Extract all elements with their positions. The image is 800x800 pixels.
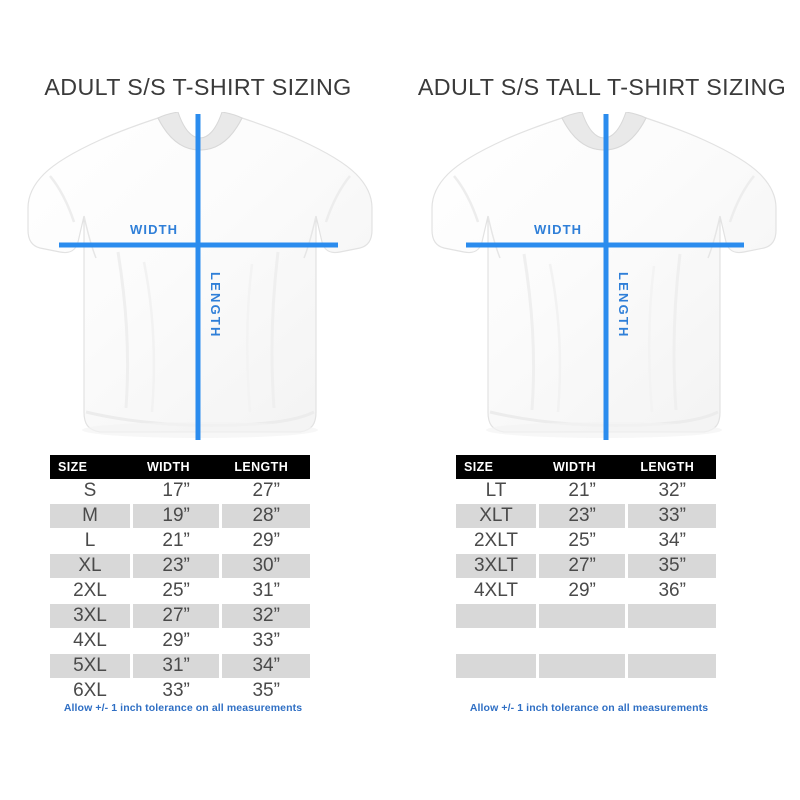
cell-length: 32”: [222, 604, 310, 629]
cell-length: 32”: [628, 479, 716, 504]
table-row-empty: [456, 629, 716, 654]
cell-size: S: [50, 479, 133, 504]
table-row: 3XL 27” 32”: [50, 604, 310, 629]
table-row: S 17” 27”: [50, 479, 310, 504]
tshirt-illustration-regular: WIDTH LENGTH: [26, 112, 374, 444]
cell-length: [628, 604, 716, 629]
cell-length: 29”: [222, 529, 310, 554]
length-label: LENGTH: [616, 272, 631, 339]
cell-size: LT: [456, 479, 539, 504]
cell-length: 28”: [222, 504, 310, 529]
cell-width: [538, 629, 629, 654]
cell-size: 4XLT: [456, 579, 539, 604]
table-row: 4XL 29” 33”: [50, 629, 310, 654]
cell-size: [456, 679, 539, 704]
cell-length: 34”: [628, 529, 716, 554]
column-header-length: LENGTH: [222, 455, 310, 479]
cell-size: 2XLT: [456, 529, 539, 554]
size-table-regular: SIZE WIDTH LENGTH S 17” 27” M 19” 28” L: [50, 455, 310, 704]
cell-size: 6XL: [50, 679, 133, 704]
cell-size: 2XL: [50, 579, 133, 604]
column-header-width: WIDTH: [538, 455, 629, 479]
cell-size: 3XLT: [456, 554, 539, 579]
cell-width: 25”: [538, 529, 629, 554]
cell-width: [538, 679, 629, 704]
cell-width: 27”: [132, 604, 223, 629]
cell-length: [628, 629, 716, 654]
column-header-width: WIDTH: [132, 455, 223, 479]
cell-width: 23”: [538, 504, 629, 529]
cell-length: 31”: [222, 579, 310, 604]
table-header-row: SIZE WIDTH LENGTH: [456, 455, 716, 479]
cell-length: 33”: [628, 504, 716, 529]
cell-width: [538, 604, 629, 629]
panel-adult-tall: ADULT S/S TALL T-SHIRT SIZING: [400, 0, 800, 800]
table-row-empty: [456, 654, 716, 679]
cell-size: [456, 604, 539, 629]
cell-width: 27”: [538, 554, 629, 579]
cell-width: 29”: [538, 579, 629, 604]
table-body-regular: S 17” 27” M 19” 28” L 21” 29” XL 23”: [50, 479, 310, 704]
length-label: LENGTH: [208, 272, 223, 339]
cell-width: 23”: [132, 554, 223, 579]
width-label: WIDTH: [130, 222, 179, 237]
column-header-length: LENGTH: [628, 455, 716, 479]
cell-length: 35”: [628, 554, 716, 579]
table-row: M 19” 28”: [50, 504, 310, 529]
tshirt-illustration-tall: WIDTH LENGTH: [430, 112, 778, 444]
cell-size: 4XL: [50, 629, 133, 654]
cell-size: XL: [50, 554, 133, 579]
table-row: 2XL 25” 31”: [50, 579, 310, 604]
table-row: XLT 23” 33”: [456, 504, 716, 529]
cell-width: 25”: [132, 579, 223, 604]
page-title-regular: ADULT S/S T-SHIRT SIZING: [44, 74, 352, 100]
cell-width: 17”: [132, 479, 223, 504]
table-row: LT 21” 32”: [456, 479, 716, 504]
cell-size: [456, 654, 539, 679]
table-row-empty: [456, 679, 716, 704]
tolerance-footnote-tall: Allow +/- 1 inch tolerance on all measur…: [469, 702, 709, 714]
cell-size: [456, 629, 539, 654]
table-row: 3XLT 27” 35”: [456, 554, 716, 579]
column-header-size: SIZE: [456, 455, 539, 479]
table-row: 6XL 33” 35”: [50, 679, 310, 704]
table-row: 2XLT 25” 34”: [456, 529, 716, 554]
size-table-tall: SIZE WIDTH LENGTH LT 21” 32” XLT 23” 33”…: [456, 455, 716, 704]
panel-adult-regular: ADULT S/S T-SHIRT SIZING: [26, 74, 374, 714]
table-body-tall: LT 21” 32” XLT 23” 33” 2XLT 25” 34” 3XLT…: [456, 479, 716, 704]
cell-length: 30”: [222, 554, 310, 579]
cell-width: 33”: [132, 679, 223, 704]
table-row: XL 23” 30”: [50, 554, 310, 579]
cell-length: 27”: [222, 479, 310, 504]
cell-width: 31”: [132, 654, 223, 679]
tshirt-diagram-icon: [27, 112, 373, 440]
cell-width: 19”: [132, 504, 223, 529]
cell-size: M: [50, 504, 133, 529]
table-header-row: SIZE WIDTH LENGTH: [50, 455, 310, 479]
cell-size: 3XL: [50, 604, 133, 629]
cell-size: 5XL: [50, 654, 133, 679]
cell-length: [628, 679, 716, 704]
column-header-size: SIZE: [50, 455, 133, 479]
tolerance-footnote-regular: Allow +/- 1 inch tolerance on all measur…: [63, 702, 303, 714]
cell-width: 21”: [538, 479, 629, 504]
cell-width: [538, 654, 629, 679]
cell-length: 34”: [222, 654, 310, 679]
table-row: 4XLT 29” 36”: [456, 579, 716, 604]
cell-width: 21”: [132, 529, 223, 554]
table-row-empty: [456, 604, 716, 629]
cell-width: 29”: [132, 629, 223, 654]
tshirt-diagram-icon: [431, 112, 777, 440]
cell-length: 33”: [222, 629, 310, 654]
width-label: WIDTH: [534, 222, 583, 237]
cell-length: [628, 654, 716, 679]
cell-length: 35”: [222, 679, 310, 704]
cell-size: XLT: [456, 504, 539, 529]
cell-size: L: [50, 529, 133, 554]
table-row: L 21” 29”: [50, 529, 310, 554]
page-title-tall: ADULT S/S TALL T-SHIRT SIZING: [417, 74, 787, 100]
table-row: 5XL 31” 34”: [50, 654, 310, 679]
cell-length: 36”: [628, 579, 716, 604]
